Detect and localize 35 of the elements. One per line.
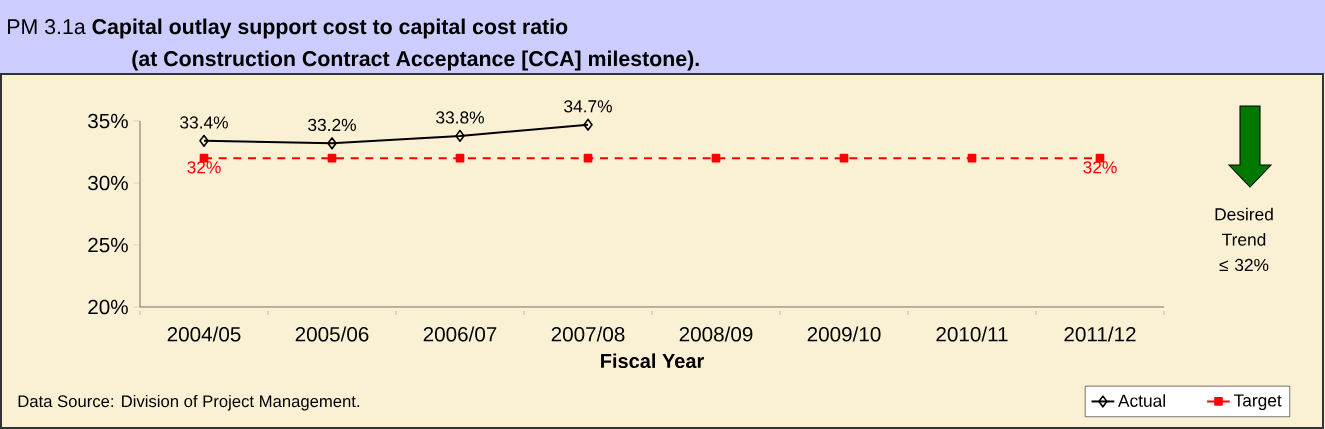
point — [455, 153, 465, 163]
point — [199, 134, 209, 147]
chart-subtitle: (at Construction Contract Acceptance [CCA] milestone). — [132, 50, 699, 71]
text: Desired Trend ≤ 32% — [1215, 207, 1273, 272]
x-axis-title: Fiscal Year — [601, 353, 704, 369]
x-tick-label: 2008/09 — [679, 326, 753, 342]
x-tick-label: 2007/08 — [551, 326, 625, 342]
x-tick-label: 2005/06 — [295, 326, 369, 342]
point — [839, 153, 849, 163]
x-tick-label: 2006/07 — [423, 326, 497, 342]
x-tick-label: 2010/11 — [936, 326, 1008, 342]
legend-label: Target — [1233, 394, 1282, 411]
y-tick-label: 20% — [88, 299, 128, 315]
x-tick-label: 2009/10 — [807, 326, 881, 342]
data-label: 33.8% — [436, 111, 484, 124]
chart-title: PM 3.1a Capital outlay support cost to capital cost ratio — [8, 18, 568, 39]
point — [711, 153, 721, 163]
point — [583, 118, 593, 131]
point — [455, 129, 465, 143]
point — [327, 137, 337, 150]
data-label: 33.4% — [180, 116, 228, 129]
legend-label: Actual — [1118, 394, 1165, 407]
y-tick-label: 30% — [88, 175, 128, 191]
data-label: 32% — [1083, 161, 1117, 174]
x-tick-label: 2004/05 — [167, 326, 241, 342]
x-tick-label: 2011/12 — [1064, 326, 1136, 342]
source-note: Data Source: Division of Project Management. — [18, 394, 360, 411]
data-label: 33.2% — [308, 118, 356, 132]
data-label: 34.7% — [564, 100, 612, 113]
point — [327, 153, 337, 163]
point — [967, 153, 977, 163]
y-tick-label: 35% — [88, 113, 128, 129]
data-label: 32% — [187, 161, 221, 174]
point — [583, 153, 593, 163]
y-tick-label: 25% — [88, 237, 128, 253]
